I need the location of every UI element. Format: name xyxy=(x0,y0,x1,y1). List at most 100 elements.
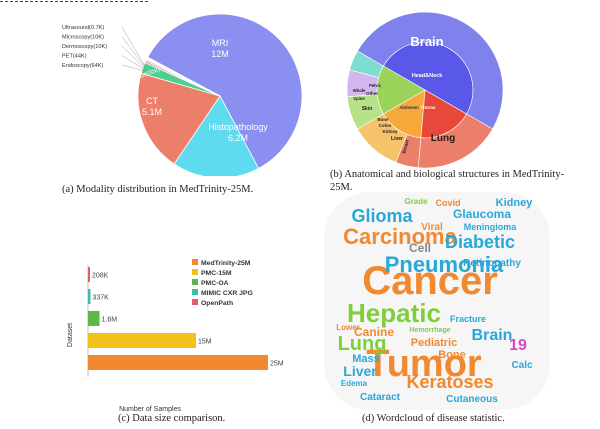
wordcloud-word-tumor: Tumor xyxy=(366,343,482,385)
bar-openpath xyxy=(88,267,90,282)
sunburst-label-bone: Bone xyxy=(377,117,389,122)
sunburst-label-thorax: Thorax xyxy=(420,105,436,110)
wordcloud-word-hemorrhage: Hemorrhage xyxy=(409,327,450,334)
pie-slices xyxy=(137,13,303,179)
legend-swatch xyxy=(192,259,198,265)
pie-label-dermoscopy-10k-: Dermoscopy(10K) xyxy=(62,44,107,50)
legend-label: PMC-OA xyxy=(201,280,229,287)
wordcloud-word-lower: Lower xyxy=(336,323,360,332)
bar-pmc-15m xyxy=(88,333,196,348)
wordcloud-word-cutaneous: Cutaneous xyxy=(446,394,498,405)
sunburst-label-skin: Skin xyxy=(362,106,373,112)
sunburst-outer-segment xyxy=(357,11,504,130)
pie-slice-mri xyxy=(147,13,303,169)
wordcloud-word-carcinoma: Carcinoma xyxy=(343,224,457,249)
caption-b: (b) Anatomical and biological structures… xyxy=(330,169,565,193)
wordcloud-word-meningioma: Meningioma xyxy=(464,222,517,232)
legend-swatch xyxy=(192,289,198,295)
wordcloud-word-cancer: Cancer xyxy=(362,259,498,303)
bar-mimic-cxr-jpg xyxy=(88,289,91,304)
pie-leader-line xyxy=(121,26,147,69)
wordcloud-word-fracture: Fracture xyxy=(450,314,486,324)
panel-anatomy-sunburst: Brain Head&Neck Thorax Abdomen Lung Breast Liv… xyxy=(345,8,505,169)
pie-leader-line xyxy=(121,45,147,70)
bar-legend: MedTrinity-25M PMC-15M PMC-OA MIMIC CXR JPG… xyxy=(192,259,253,307)
wordcloud-word-mass: Mass xyxy=(352,353,380,365)
wordcloud-word-retinopathy: Retinopathy xyxy=(463,258,521,269)
bar-value-label: 208K xyxy=(92,273,109,280)
wordcloud-word-kidney: Kidney xyxy=(496,197,534,209)
wordcloud-word-calc: Calc xyxy=(511,360,533,371)
pie-leader-line xyxy=(121,64,147,72)
legend-label: MIMIC CXR JPG xyxy=(201,290,253,297)
bar-value-label: 337K xyxy=(92,295,109,302)
wordcloud-word-keratoses: Keratoses xyxy=(406,372,493,392)
pie-slice-ultrasound-0-7k- xyxy=(146,56,221,97)
pie-slice-ct xyxy=(137,72,221,165)
disease-wordcloud: Cancer Tumor Hepatic Pneumonia CarcinomaDiab… xyxy=(324,192,550,410)
bar-value-label: 25M xyxy=(270,361,284,368)
wordcloud-background xyxy=(324,192,550,410)
wordcloud-word-pediatric: Pediatric xyxy=(411,337,457,349)
legend-swatch xyxy=(192,269,198,275)
pie-label-2: CT xyxy=(146,96,158,106)
sunburst-label-abdomen: Abdomen xyxy=(399,105,419,110)
sunburst-outer-ring xyxy=(346,11,504,169)
pie-value-1: 6.2M xyxy=(228,133,248,143)
legend-label: OpenPath xyxy=(201,300,233,307)
legend-label: MedTrinity-25M xyxy=(201,260,251,267)
panel-modality-pie: MRI 12M Histopathology 6.2M CT 5.1M X-Ray(630K… xyxy=(60,8,310,179)
modality-pie-chart: MRI12MHistopathology6.2MCT5.1MX-Ray(630K… xyxy=(62,13,303,179)
wordcloud-word-covid: Covid xyxy=(435,198,460,208)
caption-d: (d) Wordcloud of disease statistic. xyxy=(362,413,505,424)
bar-y-axis-label: Dataset xyxy=(67,323,74,347)
wordcloud-word-pneumonia: Pneumonia xyxy=(385,252,504,277)
sunburst-outer-segment xyxy=(349,50,384,78)
wordcloud-word-glaucoma: Glaucoma xyxy=(453,207,511,221)
panel-wordcloud: Cancer Tumor Hepatic Pneumonia Carcinoma Diab… xyxy=(322,190,552,412)
wordcloud-word-cell: Cell xyxy=(409,241,431,255)
sunburst-label-whole: Whole xyxy=(353,88,366,93)
wordcloud-word-cataract: Cataract xyxy=(360,392,401,403)
wordcloud-word-19: 19 xyxy=(509,337,527,354)
caption-c: (c) Data size comparison. xyxy=(118,413,226,424)
wordcloud-word-bone: Bone xyxy=(438,349,466,361)
pie-label-pet-44k-: PET(44K) xyxy=(62,54,87,60)
bar-pmc-oa xyxy=(88,311,100,326)
pie-label-0: MRI xyxy=(212,38,229,48)
pie-leader-line xyxy=(121,36,147,69)
panel-data-size-bars: Dataset 208K 337K 1.6M 15M 25M Number of Sampl… xyxy=(60,255,310,415)
sunburst-label-breast: Breast xyxy=(401,139,410,154)
sunburst-label-brain: Brain xyxy=(410,34,443,49)
wordcloud-word-canine: Canine xyxy=(354,325,394,339)
caption-a: (a) Modality distribution in MedTrinity-… xyxy=(62,184,254,195)
wordcloud-word-glioma: Glioma xyxy=(351,206,413,226)
sunburst-core xyxy=(376,41,474,139)
bar-medtrinity-25m xyxy=(88,355,268,370)
pie-label-1: Histopathology xyxy=(208,122,268,132)
wordcloud-word-diabetic: Diabetic xyxy=(445,232,515,252)
wordcloud-word-brain: Brain xyxy=(472,327,513,344)
sunburst-label-head-neck: Head&Neck xyxy=(412,73,444,79)
bar-value-label: 15M xyxy=(198,339,212,346)
sunburst-label-kidney: Kidney xyxy=(382,129,398,134)
pie-value-0: 12M xyxy=(211,49,229,59)
data-size-bar-chart: Dataset 208K 337K 1.6M 15M 25M Number of Sampl… xyxy=(67,259,284,413)
sunburst-label-colon: Colon xyxy=(379,123,392,128)
wordcloud-word-grade: Grade xyxy=(404,197,428,206)
wordcloud-word-hepatic: Hepatic xyxy=(347,298,441,328)
pie-leader-line xyxy=(121,55,147,71)
sunburst-label-other: Other xyxy=(366,91,378,96)
sunburst-label-liver: Liver xyxy=(391,136,403,142)
wordcloud-word-viral: Viral xyxy=(421,222,443,233)
pie-label-microscopy-10k-: Microscopy(10K) xyxy=(62,35,104,41)
bar-value-label: 1.6M xyxy=(102,317,118,324)
sunburst-label-pelvic: Pelvic xyxy=(369,83,382,88)
sunburst-label-lung: Lung xyxy=(431,133,455,144)
legend-swatch xyxy=(192,279,198,285)
bar-x-axis-label: Number of Samples xyxy=(119,406,181,413)
wordcloud-word-liver: Liver xyxy=(343,363,377,379)
pie-value-2: 5.1M xyxy=(142,107,162,117)
pie-label-endoscopy-64k-: Endoscopy(64K) xyxy=(62,63,103,69)
